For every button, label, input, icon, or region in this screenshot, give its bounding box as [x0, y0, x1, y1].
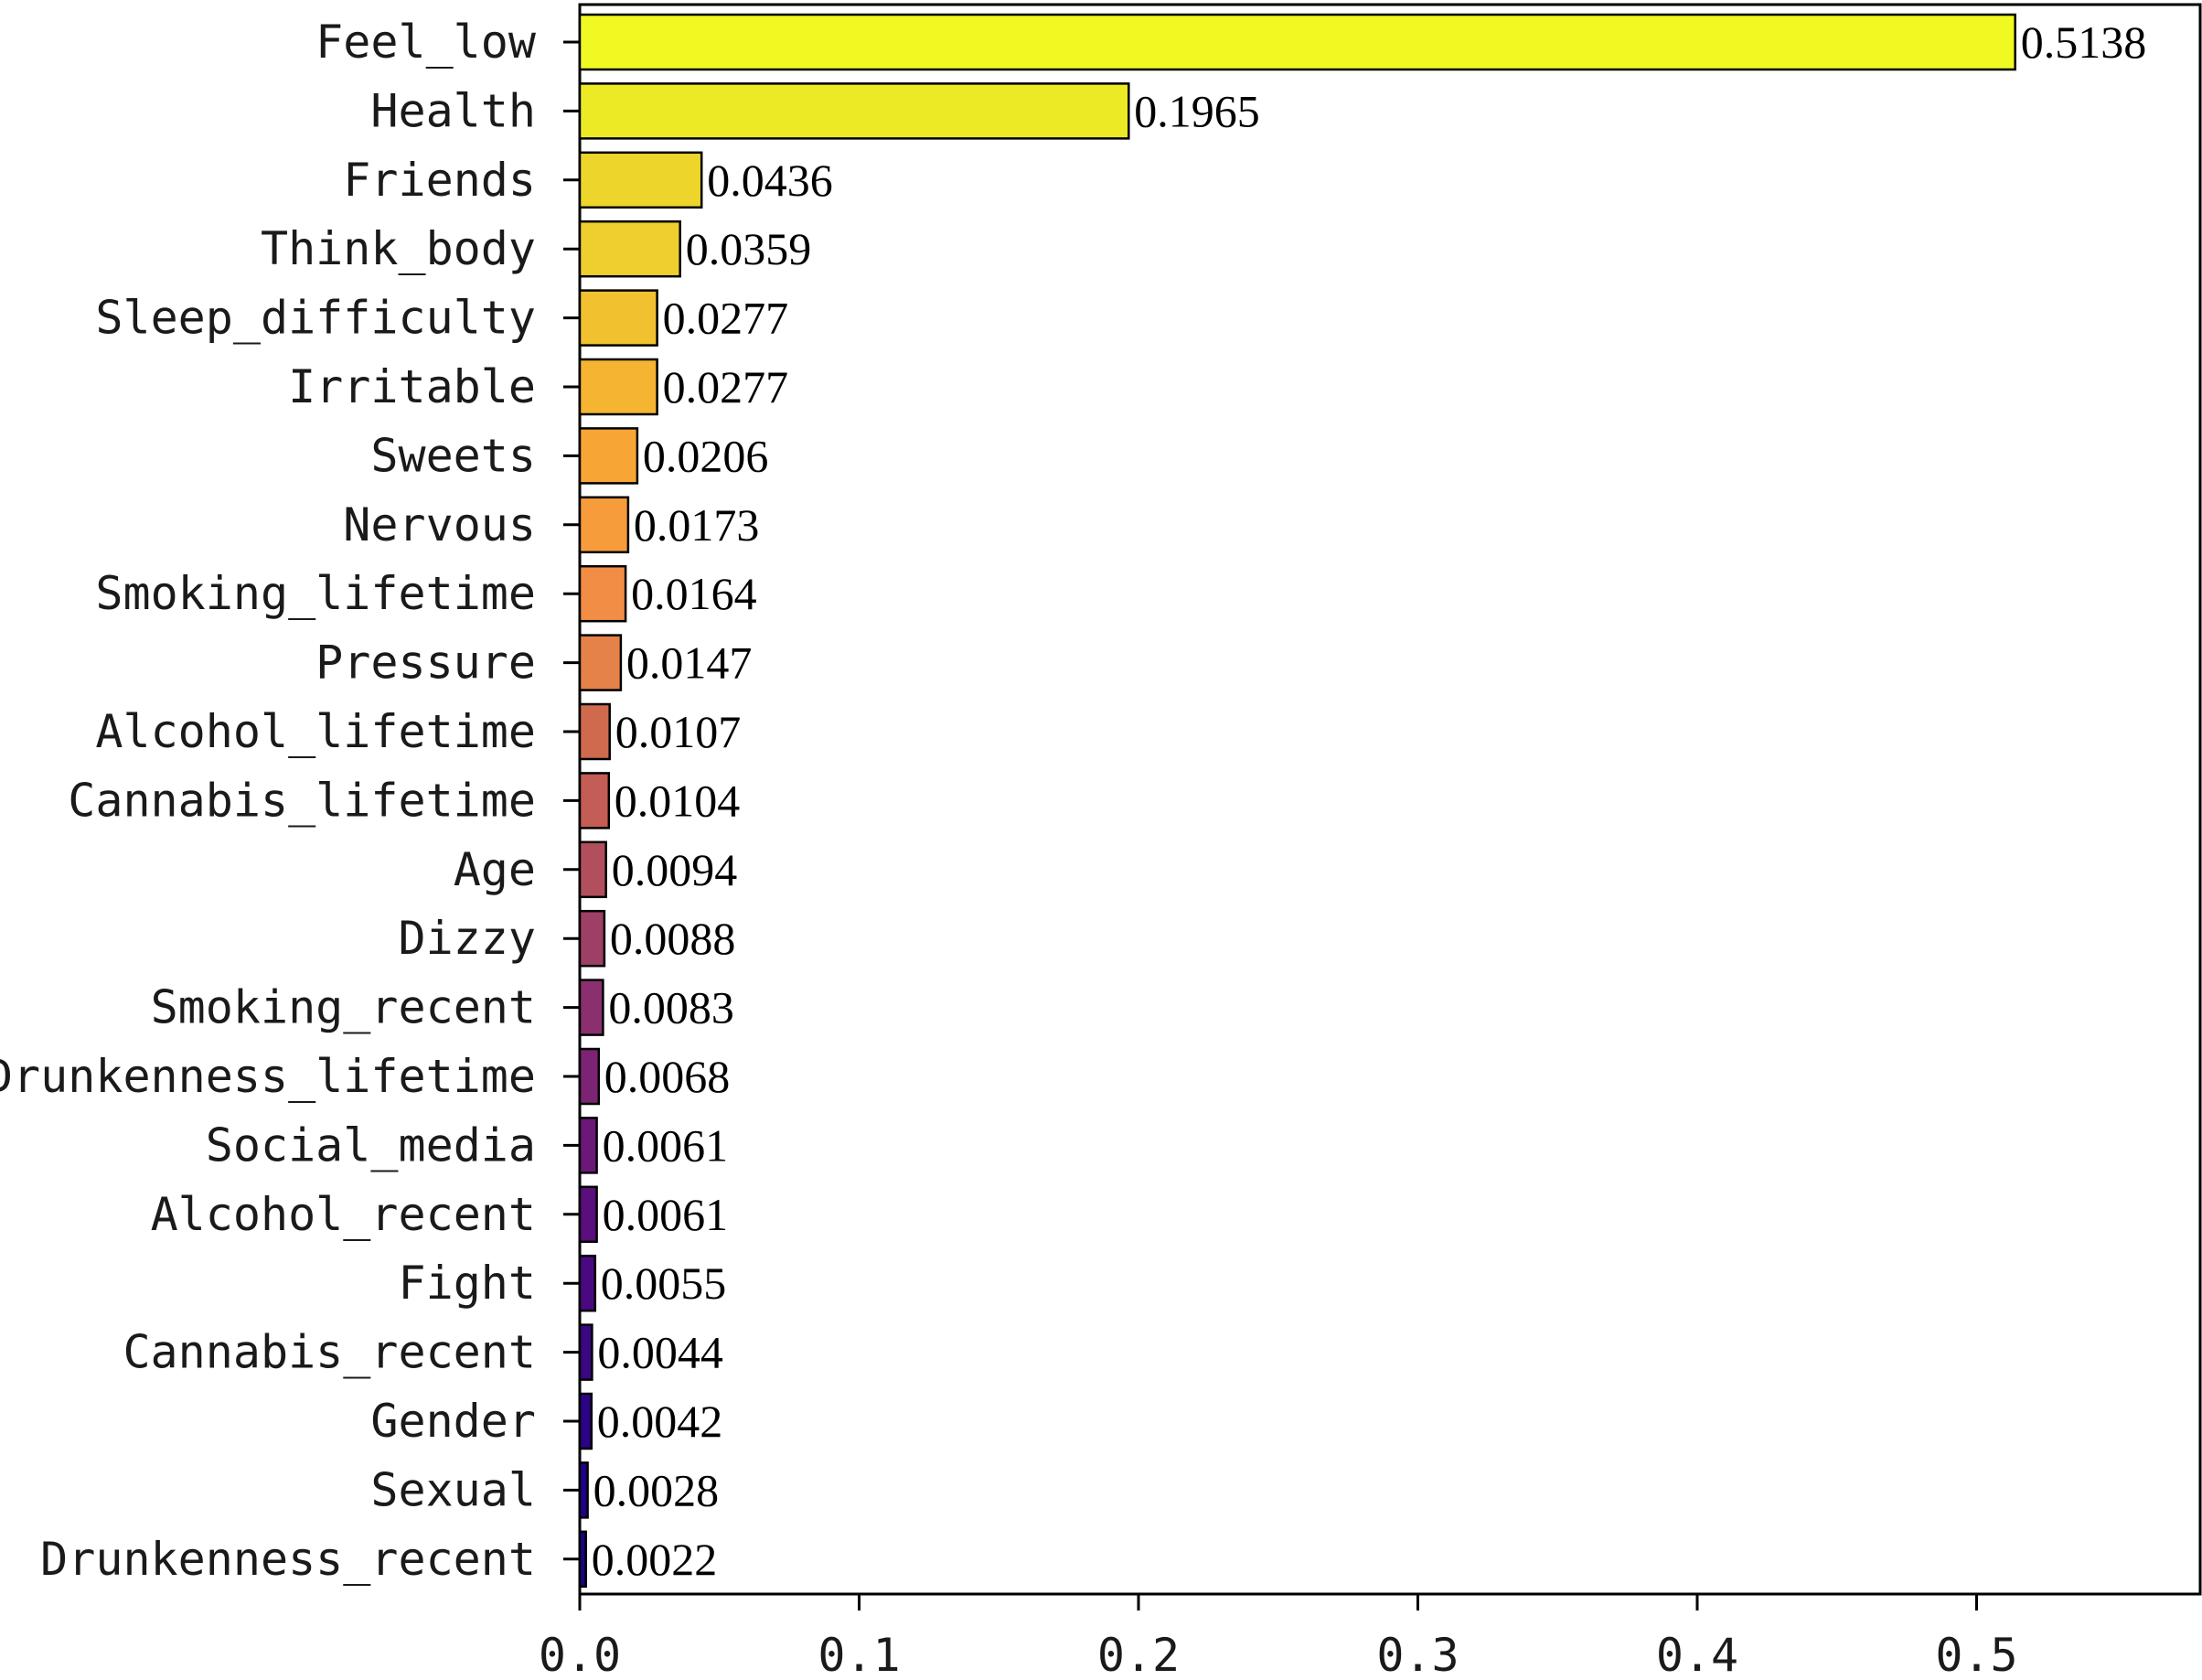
value-label-sweets: 0.0206 [643, 430, 769, 481]
value-label-feel-low: 0.5138 [2021, 16, 2147, 68]
category-label-nervous: Nervous [343, 498, 536, 551]
value-label-irritable: 0.0277 [663, 361, 789, 412]
value-label-cannabis-lifetime: 0.0104 [615, 775, 741, 826]
category-label-cannabis-lifetime: Cannabis_lifetime [68, 774, 536, 827]
bar-friends [578, 151, 703, 209]
value-label-dizzy: 0.0088 [610, 913, 736, 964]
bar-nervous [578, 496, 630, 554]
value-label-drunkenness-lifetime: 0.0068 [604, 1051, 731, 1102]
bar-sexual [578, 1461, 589, 1519]
bar-smoking-recent [578, 979, 604, 1036]
value-label-drunkenness-recent: 0.0022 [592, 1534, 718, 1585]
value-label-sexual: 0.0028 [593, 1464, 720, 1515]
bar-dizzy [578, 909, 606, 968]
bar-irritable [578, 358, 658, 416]
category-label-health: Health [370, 84, 536, 137]
category-label-drunkenness-recent: Drunkenness_recent [40, 1533, 536, 1586]
value-label-friends: 0.0436 [707, 155, 833, 206]
x-tick-labels-group: 0.0 0.1 0.2 0.3 0.4 0.5 [539, 1629, 2018, 1680]
value-label-age: 0.0094 [612, 844, 738, 895]
bar-age [578, 840, 607, 899]
bar-sleep-difficulty [578, 289, 658, 347]
bar-gender [578, 1392, 593, 1450]
category-label-irritable: Irritable [288, 360, 536, 413]
value-label-health: 0.1965 [1134, 85, 1260, 136]
category-label-sweets: Sweets [370, 429, 536, 482]
bar-think-body [578, 219, 681, 278]
category-label-pressure: Pressure [315, 637, 536, 690]
value-label-pressure: 0.0147 [626, 637, 753, 689]
bar-smoking-lifetime [578, 564, 627, 623]
category-label-cannabis-recent: Cannabis_recent [123, 1326, 536, 1379]
bar-feel-low [578, 13, 2016, 71]
y-axis-ticks [563, 40, 580, 1561]
bar-health [578, 82, 1130, 140]
x-tick-label-5: 0.5 [1935, 1629, 2017, 1680]
value-label-smoking-lifetime: 0.0164 [631, 568, 757, 619]
value-label-nervous: 0.0173 [634, 499, 760, 551]
bar-fight [578, 1254, 597, 1312]
bar-social-media [578, 1117, 598, 1174]
x-tick-label-2: 0.2 [1097, 1629, 1180, 1680]
bar-drunkenness-lifetime [578, 1047, 601, 1106]
x-tick-label-1: 0.1 [818, 1629, 900, 1680]
bar-cannabis-recent [578, 1323, 593, 1381]
value-label-gender: 0.0042 [597, 1396, 723, 1447]
value-label-sleep-difficulty: 0.0277 [663, 293, 789, 344]
x-tick-label-0: 0.0 [539, 1629, 621, 1680]
plot-frame [578, 3, 2202, 1596]
category-label-age: Age [454, 843, 536, 896]
x-tick-label-4: 0.4 [1656, 1629, 1738, 1680]
category-label-sleep-difficulty: Sleep_difficulty [95, 292, 536, 345]
category-label-dizzy: Dizzy [398, 912, 536, 965]
category-label-alcohol-recent: Alcohol_recent [151, 1188, 536, 1241]
category-label-social-media: Social_media [206, 1118, 536, 1172]
bar-alcohol-lifetime [578, 702, 611, 761]
bar-alcohol-recent [578, 1185, 598, 1244]
category-label-fight: Fight [398, 1257, 536, 1310]
category-label-alcohol-lifetime: Alcohol_lifetime [95, 705, 536, 758]
category-label-drunkenness-lifetime: Drunkenness_lifetime [0, 1050, 536, 1103]
bar-cannabis-lifetime [578, 772, 611, 829]
category-label-gender: Gender [370, 1395, 536, 1448]
bar-pressure [578, 634, 623, 691]
value-label-fight: 0.0055 [601, 1257, 727, 1309]
category-label-sexual: Sexual [370, 1463, 536, 1516]
value-labels-group: 0.5138 0.1965 0.0436 0.0359 0.0277 0.0277 0.02… [592, 16, 2147, 1585]
category-label-feel-low: Feel_low [315, 16, 537, 69]
x-tick-label-3: 0.3 [1376, 1629, 1459, 1680]
value-label-alcohol-lifetime: 0.0107 [615, 706, 742, 757]
category-label-smoking-lifetime: Smoking_lifetime [95, 567, 536, 620]
bar-drunkenness-recent [578, 1530, 587, 1589]
category-label-think-body: Think_body [261, 222, 536, 275]
category-labels-group: Feel_low Health Friends Think_body Sleep_dif… [0, 16, 537, 1586]
x-axis-ticks [578, 1594, 1978, 1610]
category-label-smoking-recent: Smoking_recent [151, 981, 536, 1034]
value-label-think-body: 0.0359 [686, 223, 812, 274]
bars-group [578, 13, 2016, 1589]
category-label-friends: Friends [343, 154, 536, 207]
value-label-alcohol-recent: 0.0061 [603, 1189, 729, 1240]
bar-sweets [578, 427, 639, 485]
value-label-cannabis-recent: 0.0044 [597, 1327, 723, 1378]
value-label-social-media: 0.0061 [603, 1119, 729, 1171]
value-label-smoking-recent: 0.0083 [608, 982, 734, 1033]
